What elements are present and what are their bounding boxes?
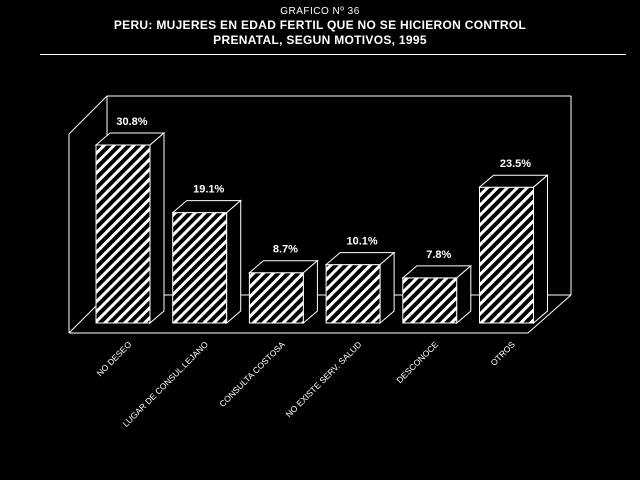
bar-front-face — [402, 277, 458, 324]
bar-3 — [248, 259, 319, 325]
value-label-6: 23.5% — [500, 158, 531, 170]
value-label-4: 10.1% — [346, 236, 377, 248]
bar-4 — [324, 251, 396, 325]
bar-side-face — [456, 264, 472, 325]
bar-1 — [94, 131, 166, 325]
bar-front-face — [479, 186, 534, 324]
chart-kicker: GRAFICO Nº 36 — [280, 6, 360, 17]
bar-front-face — [172, 212, 228, 324]
bar-front-face — [95, 144, 151, 324]
category-label-4: NO EXISTE SERV. SALUD — [284, 339, 364, 419]
bar-series — [94, 131, 549, 325]
bar-side-face — [533, 174, 548, 325]
category-label-3: CONSULTA COSTOSA — [217, 339, 287, 409]
floor-right-edge — [527, 294, 572, 334]
bar-6 — [478, 174, 549, 325]
bar-5 — [401, 264, 473, 325]
value-label-5: 7.8% — [426, 249, 451, 261]
value-label-1: 30.8% — [116, 116, 147, 128]
header-rule — [40, 54, 626, 55]
bar-front-face — [325, 264, 381, 324]
bar-side-face — [379, 251, 395, 325]
value-label-2: 19.1% — [193, 184, 224, 196]
left-wall-top-edge — [68, 95, 108, 135]
category-label-2: LUGAR DE CONSUL.LEJANO — [121, 339, 211, 429]
value-labels: 30.8% 19.1% 8.7% 10.1% 7.8% 23.5% — [116, 116, 531, 261]
bar-2 — [171, 199, 243, 325]
bar-front-face — [248, 272, 304, 324]
category-label-6: OTROS — [488, 339, 517, 368]
value-label-3: 8.7% — [273, 244, 298, 256]
chart-header: GRAFICO Nº 36 PERU: MUJERES EN EDAD FERT… — [0, 6, 640, 48]
chart-title-line-2: PRENATAL, SEGUN MOTIVOS, 1995 — [213, 33, 427, 47]
chart-title-line-1: PERU: MUJERES EN EDAD FERTIL QUE NO SE H… — [113, 18, 527, 32]
bar-side-face — [149, 131, 165, 325]
category-label-1: NO DESEO — [95, 339, 134, 378]
bar-side-face — [226, 199, 242, 325]
category-label-5: DESCONOCE — [394, 339, 440, 385]
bar-side-face — [302, 259, 318, 325]
